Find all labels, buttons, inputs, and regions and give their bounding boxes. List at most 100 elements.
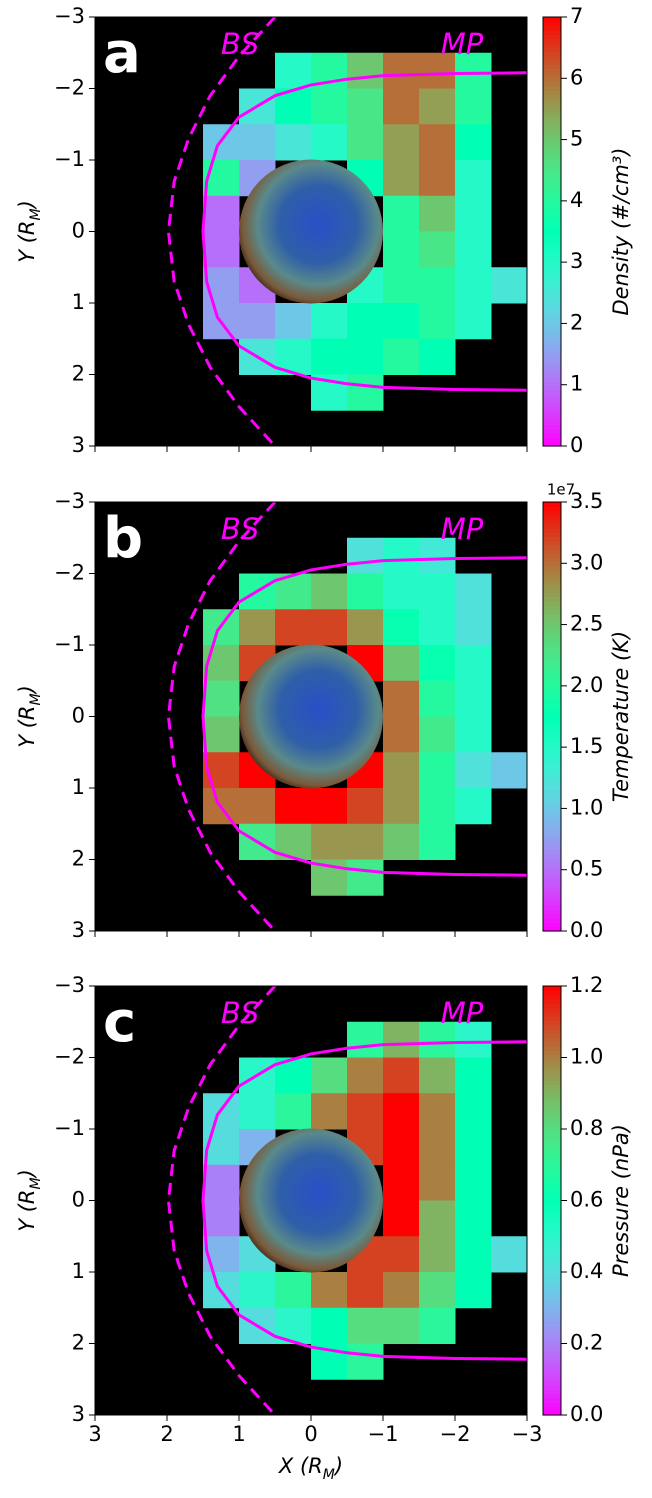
colorbar-segment — [543, 1273, 561, 1279]
colorbar-segment — [543, 265, 561, 271]
colorbar-segment — [543, 1127, 561, 1133]
colorbar-segment — [543, 167, 561, 173]
y-tick-label: 0 — [72, 1188, 85, 1212]
heatmap-cell — [275, 609, 312, 646]
heatmap-cell — [311, 1307, 348, 1344]
colorbar-segment — [543, 415, 561, 421]
colorbar-segment — [543, 866, 561, 872]
colorbar-segment — [543, 68, 561, 74]
heatmap-cell — [491, 752, 528, 789]
colorbar-segment — [543, 823, 561, 829]
colorbar-tick-label: 0.4 — [570, 1259, 603, 1283]
y-tick-label: −2 — [54, 561, 85, 585]
heatmap-cell — [347, 303, 384, 340]
colorbar-tick-label: 5 — [570, 127, 583, 151]
x-tick-label: −3 — [512, 1422, 543, 1446]
heatmap-cell — [383, 267, 420, 304]
colorbar-segment — [543, 1118, 561, 1124]
heatmap-cell — [455, 573, 492, 610]
y-tick-label: 0 — [72, 219, 85, 243]
heatmap-cell — [203, 716, 240, 753]
heatmap-cell — [383, 537, 420, 574]
colorbar-segment — [543, 1397, 561, 1403]
colorbar-segment — [543, 1084, 561, 1090]
colorbar-segment — [543, 1200, 561, 1206]
heatmap-cell — [347, 1057, 384, 1094]
y-tick-label: 3 — [72, 918, 85, 942]
colorbar-segment — [543, 1380, 561, 1386]
heatmap-cell — [347, 1343, 384, 1380]
heatmap-cell — [203, 195, 240, 232]
panel-label: b — [103, 506, 143, 571]
colorbar-segment — [543, 1170, 561, 1176]
colorbar-segment — [543, 334, 561, 340]
panel-label: a — [103, 21, 141, 86]
colorbar-segment — [543, 686, 561, 692]
colorbar-segment — [543, 617, 561, 623]
heatmap-cell — [347, 537, 384, 574]
colorbar-segment — [543, 600, 561, 606]
boundary-label: MP — [441, 996, 484, 1030]
heatmap-cell — [203, 231, 240, 268]
heatmap-cell — [455, 752, 492, 789]
y-tick-label: 2 — [72, 1331, 85, 1355]
heatmap-cell — [347, 609, 384, 646]
y-axis-label-part: Y (R — [15, 706, 39, 748]
colorbar-segment — [543, 210, 561, 215]
colorbar-segment — [543, 1037, 561, 1043]
colorbar-segment — [543, 793, 561, 799]
colorbar-segment — [543, 994, 561, 1000]
colorbar-segment — [543, 875, 561, 881]
colorbar-segment — [543, 158, 561, 164]
heatmap-cell — [347, 859, 384, 896]
heatmap-cell — [383, 338, 420, 375]
colorbar-segment — [543, 244, 561, 250]
colorbar-segment — [543, 1174, 561, 1180]
colorbar-segment — [543, 411, 561, 417]
x-tick-label: 1 — [232, 1422, 245, 1446]
colorbar-segment — [543, 282, 561, 288]
heatmap-cell — [383, 231, 420, 268]
colorbar-segment — [543, 261, 561, 267]
colorbar-segment — [543, 587, 561, 593]
colorbar-segment — [543, 604, 561, 610]
heatmap-cell — [419, 1129, 456, 1166]
colorbar-segment — [543, 1221, 561, 1227]
colorbar-segment — [543, 364, 561, 370]
colorbar-segment — [543, 338, 561, 344]
heatmap-cell — [419, 267, 456, 304]
colorbar-segment — [543, 1402, 561, 1408]
colorbar-tick-label: 1 — [570, 372, 583, 396]
heatmap-cell — [383, 788, 420, 825]
colorbar-segment — [543, 776, 561, 782]
heatmap-cell — [383, 716, 420, 753]
y-axis-label-part: M — [28, 693, 44, 705]
heatmap-cell — [455, 1200, 492, 1237]
colorbar-segment — [543, 905, 561, 911]
colorbar-segment — [543, 1011, 561, 1017]
colorbar-segment — [543, 682, 561, 688]
heatmap-cell — [455, 88, 492, 125]
colorbar-segment — [543, 64, 561, 70]
heatmap-cell — [311, 303, 348, 340]
colorbar-tick-label: 4 — [570, 188, 583, 212]
colorbar-segment — [543, 634, 561, 640]
colorbar-label: Temperature (K) — [609, 631, 633, 802]
colorbar-segment — [543, 222, 561, 228]
colorbar-segment — [543, 1179, 561, 1184]
panel-label: c — [103, 990, 136, 1055]
colorbar-segment — [543, 1071, 561, 1077]
colorbar-tick-label: 3.5 — [570, 489, 603, 513]
x-axis-label-part: M — [323, 1467, 335, 1483]
planet — [239, 159, 383, 304]
heatmap-cell — [419, 1093, 456, 1130]
heatmap-cell — [419, 1272, 456, 1309]
heatmap-cell — [311, 1093, 348, 1130]
colorbar-segment — [543, 437, 561, 443]
colorbar-segment — [543, 1080, 561, 1086]
colorbar-segment — [543, 1410, 561, 1416]
colorbar-segment — [543, 536, 561, 542]
heatmap-cell — [383, 1129, 420, 1166]
colorbar-tick-label: 1.5 — [570, 734, 603, 758]
heatmap-cell — [383, 1164, 420, 1201]
